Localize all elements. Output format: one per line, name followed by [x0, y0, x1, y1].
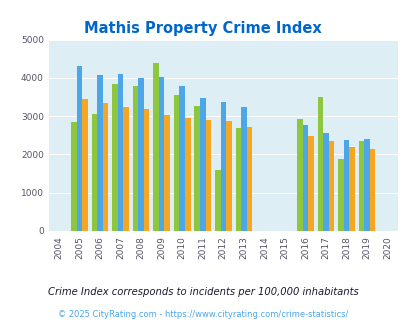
Bar	[358, 141, 363, 231]
Bar	[205, 119, 211, 231]
Bar	[322, 133, 328, 231]
Bar	[369, 149, 375, 231]
Bar	[200, 98, 205, 231]
Bar	[343, 140, 348, 231]
Text: © 2025 CityRating.com - https://www.cityrating.com/crime-statistics/: © 2025 CityRating.com - https://www.city…	[58, 310, 347, 319]
Text: Crime Index corresponds to incidents per 100,000 inhabitants: Crime Index corresponds to incidents per…	[47, 287, 358, 297]
Bar	[246, 127, 252, 231]
Bar	[302, 125, 307, 231]
Bar	[132, 85, 138, 231]
Bar	[296, 119, 302, 231]
Bar	[77, 66, 82, 231]
Bar	[82, 99, 87, 231]
Bar	[143, 109, 149, 231]
Bar	[123, 107, 129, 231]
Bar	[117, 74, 123, 231]
Bar	[112, 83, 117, 231]
Bar	[307, 136, 313, 231]
Bar	[71, 122, 77, 231]
Bar	[363, 139, 369, 231]
Text: Mathis Property Crime Index: Mathis Property Crime Index	[84, 21, 321, 36]
Bar	[194, 106, 200, 231]
Bar	[337, 159, 343, 231]
Bar	[241, 107, 246, 231]
Bar	[185, 118, 190, 231]
Bar	[226, 121, 231, 231]
Bar	[138, 78, 143, 231]
Bar	[328, 142, 333, 231]
Bar	[158, 77, 164, 231]
Bar	[92, 114, 97, 231]
Bar	[220, 102, 226, 231]
Bar	[97, 75, 102, 231]
Bar	[317, 97, 322, 231]
Bar	[164, 115, 170, 231]
Bar	[179, 85, 185, 231]
Bar	[153, 63, 158, 231]
Bar	[102, 103, 108, 231]
Bar	[235, 128, 241, 231]
Bar	[348, 147, 354, 231]
Bar	[173, 95, 179, 231]
Bar	[215, 170, 220, 231]
